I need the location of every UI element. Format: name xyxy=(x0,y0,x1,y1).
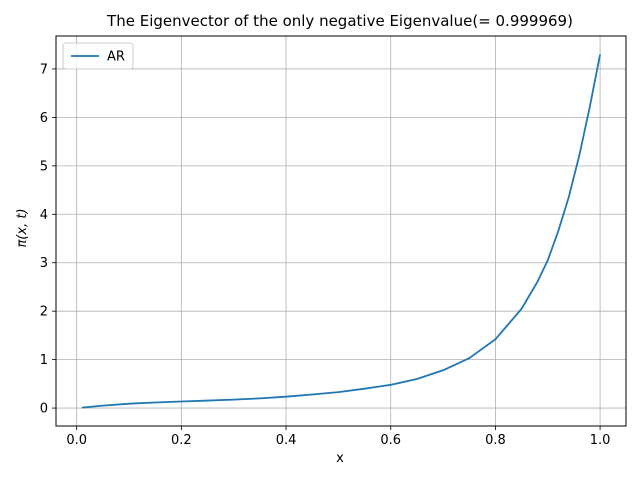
y-tick-label: 1 xyxy=(40,353,48,368)
x-tick-label: 0.8 xyxy=(485,433,506,448)
legend: AR xyxy=(62,42,134,70)
y-axis-label: π(x, t) xyxy=(15,208,30,247)
x-axis-label: x xyxy=(336,451,344,466)
x-tick-label: 1.0 xyxy=(590,433,611,448)
x-tick-label: 0.4 xyxy=(276,433,297,448)
y-tick-label: 4 xyxy=(40,208,48,223)
y-tick-label: 0 xyxy=(40,402,48,417)
y-tick-label: 3 xyxy=(40,256,48,271)
series-layer xyxy=(81,54,601,409)
y-tick-label: 5 xyxy=(40,159,48,174)
y-tick-label: 2 xyxy=(40,305,48,320)
chart-title: The Eigenvector of the only negative Eig… xyxy=(106,12,573,30)
y-tick-label: 6 xyxy=(40,111,48,126)
ticks: 0.0 0.2 0.4 0.6 0.8 1.0 0 1 2 3 4 5 6 7 xyxy=(40,62,611,448)
series-line-ar xyxy=(81,54,601,409)
grid xyxy=(56,36,626,426)
x-tick-label: 0.6 xyxy=(380,433,401,448)
axes-frame xyxy=(55,35,627,427)
x-tick-label: 0.2 xyxy=(171,433,192,448)
legend-entry: AR xyxy=(107,50,125,65)
x-tick-label: 0.0 xyxy=(66,433,87,448)
y-tick-label: 7 xyxy=(40,62,48,77)
